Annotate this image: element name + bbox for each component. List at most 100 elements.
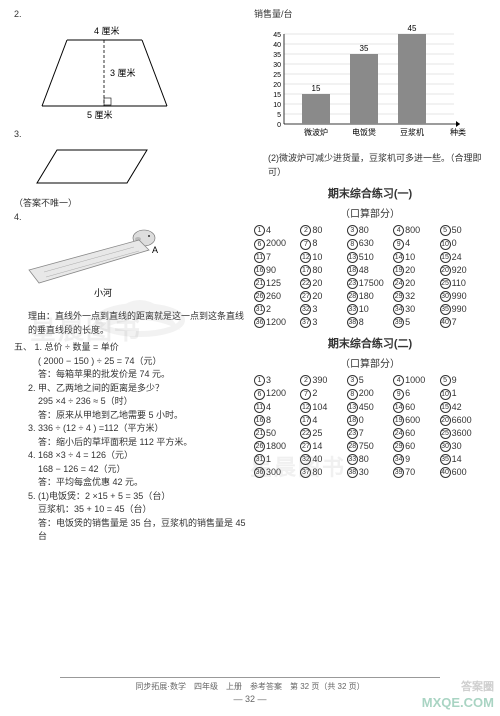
svg-text:0: 0 <box>277 122 281 129</box>
answer-cell: 2720 <box>300 290 346 303</box>
ex1-grid: 1428038048005506200078863094100117121013… <box>254 224 486 329</box>
answer-cell: 2220 <box>300 277 346 290</box>
ex1-sub: （口算部分） <box>254 205 486 220</box>
answer-cell: 59 <box>440 374 486 387</box>
left-column: 2. 4 厘米 3 厘米 5 厘米 3. （答案不唯一） 4. A <box>10 8 250 674</box>
answer-cell: 1542 <box>440 401 486 414</box>
answer-cell: 253600 <box>440 427 486 440</box>
p1-l3: 答：每箱苹果的批发价是 74 元。 <box>14 368 246 382</box>
svg-text:豆浆机: 豆浆机 <box>400 127 424 137</box>
answer-cell: 174 <box>300 414 346 427</box>
svg-text:45: 45 <box>408 24 417 33</box>
answer-cell: 1210 <box>300 251 346 264</box>
p2-l3: 答：原来从甲地到乙地需要 5 小时。 <box>14 409 246 423</box>
answer-cell: 117 <box>254 251 300 264</box>
answer-cell: 1920 <box>393 264 439 277</box>
mid-label: 3 厘米 <box>110 67 136 78</box>
p5-l3: 答：电饭煲的销售量是 35 台，豆浆机的销售量是 45 台 <box>14 517 246 544</box>
answer-cell: 2460 <box>393 427 439 440</box>
svg-text:10: 10 <box>273 102 281 109</box>
answer-cell: 1848 <box>347 264 393 277</box>
p3-num: 3. <box>28 423 38 433</box>
answer-cell: 1524 <box>440 251 486 264</box>
p4-num: 4. <box>28 450 38 460</box>
answer-note: （答案不唯一） <box>14 197 246 211</box>
svg-text:40: 40 <box>273 42 281 49</box>
ex2-sub: （口算部分） <box>254 355 486 370</box>
answer-cell: 3430 <box>393 303 439 316</box>
answer-cell: 1410 <box>393 251 439 264</box>
answer-cell: 28750 <box>347 440 393 453</box>
p4-l3: 答：平均每盒优惠 42 元。 <box>14 476 246 490</box>
p2-l1: 甲、乙两地之间的距离是多少？ <box>38 383 164 393</box>
answer-cell: 3380 <box>347 453 393 466</box>
svg-text:25: 25 <box>273 72 281 79</box>
answer-cell: 3780 <box>300 466 346 479</box>
answer-cell: 2390 <box>300 374 346 387</box>
answer-cell: 4800 <box>393 224 439 237</box>
answer-cell: 311 <box>254 453 300 466</box>
q4-num: 4. <box>14 212 22 222</box>
p5-l2: 豆浆机：35 + 10 = 45（台） <box>14 503 246 517</box>
p4-l2: 168 − 126 = 42（元） <box>14 463 246 477</box>
answer-cell: 380 <box>347 224 393 237</box>
p2-num: 2. <box>28 383 38 393</box>
answer-cell: 3514 <box>440 453 486 466</box>
answer-cell: 1690 <box>254 264 300 277</box>
answer-cell: 2960 <box>393 440 439 453</box>
answer-cell: 280 <box>300 224 346 237</box>
answer-cell: 1460 <box>393 401 439 414</box>
q4-reason: 理由：直线外一点到直线的距离就是这一点到这条直线的垂直线段的长度。 <box>14 310 246 337</box>
answer-cell: 3970 <box>393 466 439 479</box>
answer-cell: 2317500 <box>347 277 393 290</box>
p1-l1: 总价 ÷ 数量 = 单价 <box>45 342 119 352</box>
answer-cell: 2225 <box>300 427 346 440</box>
answer-cell: 206600 <box>440 414 486 427</box>
answer-cell: 94 <box>393 237 439 250</box>
answer-cell: 19600 <box>393 414 439 427</box>
svg-text:5: 5 <box>277 112 281 119</box>
svg-text:种类: 种类 <box>450 127 466 137</box>
answer-cell: 180 <box>347 414 393 427</box>
ex2-title: 期末综合练习(二) <box>254 335 486 351</box>
svg-text:20: 20 <box>273 82 281 89</box>
answer-cell: 100 <box>440 237 486 250</box>
parallelogram-figure <box>32 145 162 190</box>
answer-cell: 62000 <box>254 237 300 250</box>
answer-cell: 373 <box>300 316 346 329</box>
p5-num: 5. <box>28 491 38 501</box>
answer-cell: 21125 <box>254 277 300 290</box>
answer-cell: 3830 <box>347 466 393 479</box>
answer-cell: 20920 <box>440 264 486 277</box>
svg-text:35: 35 <box>360 44 369 53</box>
answer-cell: 35990 <box>440 303 486 316</box>
q3-num: 3. <box>14 129 22 139</box>
svg-text:30: 30 <box>273 62 281 69</box>
answer-cell: 361200 <box>254 316 300 329</box>
svg-text:35: 35 <box>273 52 281 59</box>
top-label: 4 厘米 <box>94 26 120 36</box>
chart-ylabel: 销售量/台 <box>254 8 486 22</box>
answer-cell: 407 <box>440 316 486 329</box>
answer-cell: 237 <box>347 427 393 440</box>
trapezoid-figure: 4 厘米 3 厘米 5 厘米 <box>32 26 182 121</box>
p1-l2: ( 2000 − 150 ) ÷ 25 = 74（元） <box>14 355 246 369</box>
answer-cell: 14 <box>254 224 300 237</box>
svg-text:15: 15 <box>273 92 281 99</box>
answer-cell: 395 <box>393 316 439 329</box>
answer-cell: 550 <box>440 224 486 237</box>
answer-cell: 13450 <box>347 401 393 414</box>
answer-cell: 12104 <box>300 401 346 414</box>
answer-cell: 3240 <box>300 453 346 466</box>
svg-text:15: 15 <box>312 84 321 93</box>
answer-cell: 312 <box>254 303 300 316</box>
answer-cell: 35 <box>347 374 393 387</box>
answer-cell: 41000 <box>393 374 439 387</box>
answer-cell: 8630 <box>347 237 393 250</box>
answer-cell: 13 <box>254 374 300 387</box>
answer-cell: 30990 <box>440 290 486 303</box>
bar-chart: 45403530252015105015微波炉35电饭煲45豆浆机种类 <box>260 24 470 144</box>
page-number: — 32 — <box>0 694 500 704</box>
svg-text:微波炉: 微波炉 <box>304 127 328 137</box>
answer-cell: 101 <box>440 387 486 400</box>
